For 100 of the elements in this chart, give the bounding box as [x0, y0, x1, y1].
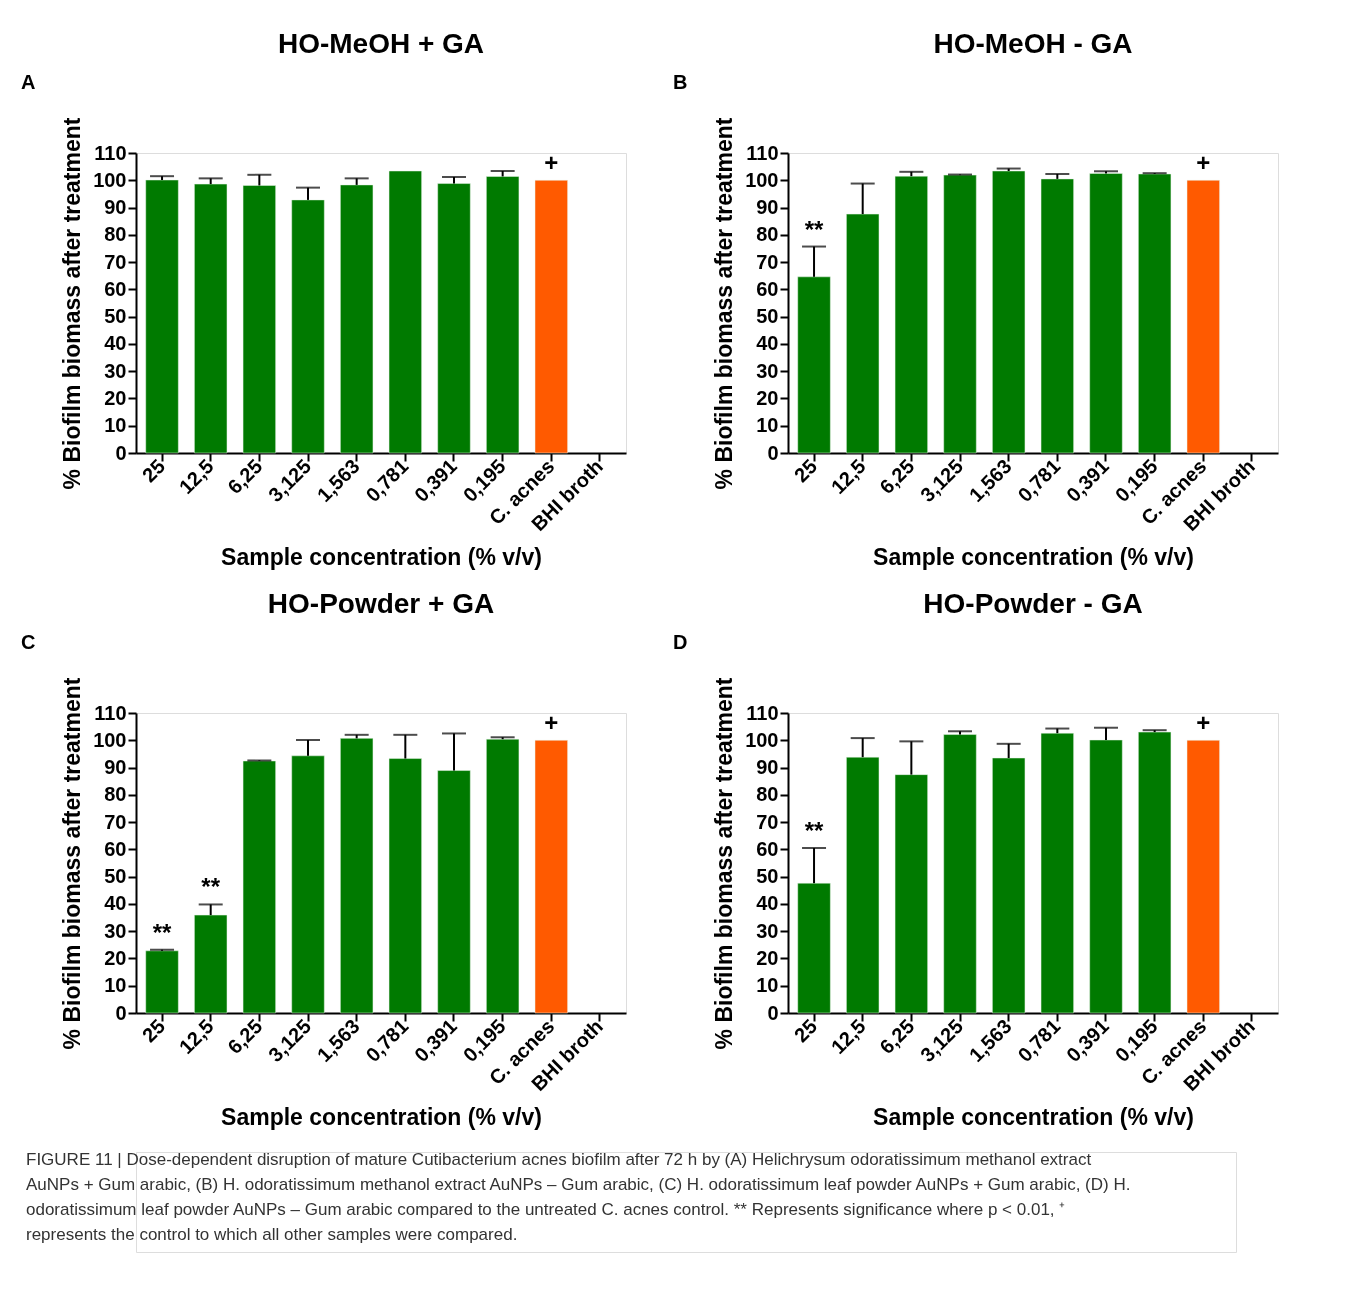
x-tick-label: 25 [789, 1015, 822, 1047]
y-tick-label: 30 [756, 359, 779, 382]
x-tick-label: 25 [789, 455, 822, 487]
bar [943, 174, 977, 454]
y-tick-label: 100 [93, 168, 127, 191]
bar [340, 184, 374, 454]
chart-title: HO-MeOH + GA [277, 28, 485, 59]
chart-title: HO-MeOH - GA [933, 28, 1133, 59]
x-tick-label: 6,25 [223, 1015, 267, 1059]
y-tick-label: 110 [746, 701, 779, 724]
y-tick-label: 0 [115, 1001, 127, 1024]
y-tick-label: 90 [756, 196, 779, 219]
annotation: + [544, 709, 559, 737]
x-tick-label: 25 [137, 1015, 170, 1047]
y-tick-label: 100 [745, 168, 779, 191]
bar [437, 770, 471, 1014]
y-tick-label: 80 [756, 223, 779, 246]
y-tick-label: 50 [756, 865, 779, 888]
y-tick-label: 40 [104, 892, 127, 915]
x-axis-title: Sample concentration (% v/v) [221, 1103, 542, 1130]
y-axis-title: % Biofilm biomass after treatment [711, 117, 738, 490]
annotation: ** [201, 873, 221, 901]
x-axis-title: Sample concentration (% v/v) [221, 543, 542, 570]
y-tick-label: 90 [756, 756, 779, 779]
bar [797, 276, 831, 454]
bar [1186, 180, 1220, 454]
y-tick-label: 60 [756, 277, 779, 300]
y-tick-label: 50 [104, 305, 127, 328]
bar [486, 176, 520, 454]
y-tick-label: 10 [756, 414, 779, 437]
y-tick-label: 0 [767, 1001, 779, 1024]
bar [145, 179, 179, 454]
annotation: ** [152, 918, 173, 946]
bar [194, 183, 228, 454]
annotation: + [1196, 709, 1211, 737]
annotation: + [544, 149, 559, 177]
y-tick-label: 60 [104, 837, 127, 860]
y-tick-label: 100 [745, 728, 779, 751]
bar [992, 170, 1026, 454]
annotation: ** [804, 215, 825, 243]
annotation: ** [804, 817, 825, 844]
y-tick-label: 80 [104, 223, 127, 246]
y-tick-label: 30 [756, 919, 779, 942]
bar [534, 740, 568, 1014]
y-tick-label: 30 [104, 359, 127, 382]
bar [145, 950, 179, 1014]
y-tick-label: 20 [104, 386, 127, 409]
y-tick-label: 70 [104, 250, 127, 273]
y-tick-label: 10 [756, 974, 779, 997]
y-tick-label: 10 [104, 414, 127, 437]
y-axis-title: % Biofilm biomass after treatment [59, 117, 86, 490]
y-tick-label: 10 [104, 974, 127, 997]
chart-title: HO-Powder - GA [923, 588, 1143, 619]
bar [1186, 740, 1220, 1014]
y-tick-label: 70 [756, 250, 779, 273]
y-tick-label: 90 [104, 196, 127, 219]
bar [1138, 173, 1172, 454]
y-tick-label: 40 [104, 332, 127, 355]
bar [194, 914, 228, 1014]
y-tick-label: 50 [104, 865, 127, 888]
bar [1089, 173, 1123, 454]
bar [797, 882, 831, 1014]
x-tick-label: 25 [137, 455, 170, 487]
y-tick-label: 40 [756, 332, 779, 355]
text: B [673, 71, 688, 93]
y-tick-label: 70 [104, 810, 127, 833]
bar [1089, 739, 1123, 1014]
bar [291, 199, 325, 454]
y-tick-label: 40 [756, 892, 779, 915]
x-axis-title: Sample concentration (% v/v) [873, 1103, 1194, 1130]
y-tick-label: 60 [756, 837, 779, 860]
y-tick-label: 60 [104, 277, 127, 300]
bar [437, 183, 471, 454]
bar [486, 738, 520, 1014]
y-tick-label: 90 [104, 756, 127, 779]
y-tick-label: 80 [104, 783, 127, 806]
x-tick-label: 6,25 [223, 455, 267, 499]
annotation: + [1196, 149, 1211, 177]
bar [894, 774, 928, 1014]
bar [534, 180, 568, 454]
bar [846, 213, 880, 454]
bar [291, 755, 325, 1014]
y-axis-title: % Biofilm biomass after treatment [711, 677, 738, 1050]
bar [1040, 178, 1074, 454]
x-tick-label: 6,25 [875, 1015, 919, 1059]
x-tick-label: 6,25 [875, 455, 919, 499]
y-tick-label: 50 [756, 305, 779, 328]
y-tick-label: 100 [93, 728, 127, 751]
chart-title: HO-Powder + GA [267, 588, 495, 619]
y-tick-label: 20 [104, 946, 127, 969]
y-tick-label: 0 [767, 441, 779, 464]
caption: FIGURE 11 | Dose-dependent disruption of mature Cutibacterium acnes biofilm after 72 h by (A) Helichrysum odoratissimum methanol extract AuNPs + Gum arabic, (B) H. odoratissimum methanol extract AuNPs – Gum arabic, (C) H. odoratissimum leaf powder AuNPs + Gum arabic, (D) H. odoratissimum leaf powder AuNPs – Gum arabic compared to the untreated C. acnes control. ** Represents significance where p < 0.01, ⁺ represents the control to which all other samples were compared. [26, 1150, 1131, 1244]
y-tick-label: 110 [746, 141, 779, 164]
y-tick-label: 110 [94, 141, 127, 164]
bar [846, 756, 880, 1014]
bar [242, 185, 276, 454]
bar [388, 758, 422, 1014]
y-tick-label: 70 [756, 810, 779, 833]
y-tick-label: 80 [756, 783, 779, 806]
text: A [21, 71, 36, 93]
